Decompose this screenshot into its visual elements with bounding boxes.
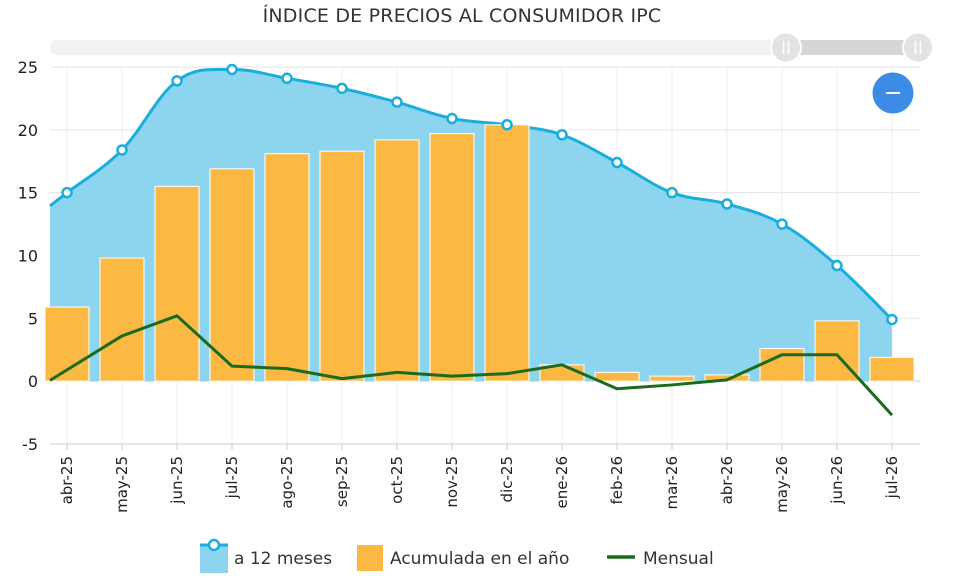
x-tick-label: abr-26 (718, 456, 736, 504)
chart-title: ÍNDICE DE PRECIOS AL CONSUMIDOR IPC (263, 4, 662, 27)
legend-item-acumulada[interactable]: Acumulada en el año (357, 545, 569, 571)
marker-sep-25 (336, 82, 348, 95)
navigator-left-handle[interactable] (770, 31, 802, 64)
x-tick-label: ago-25 (278, 456, 296, 509)
y-tick-label: 15 (18, 184, 38, 203)
legend-bar-swatch (357, 545, 383, 571)
bar-nov-25 (429, 133, 475, 382)
bar-sep-25 (319, 150, 365, 382)
x-tick-label: jul-26 (883, 456, 901, 499)
x-tick-label: jul-25 (223, 456, 241, 499)
range-navigator[interactable] (50, 31, 934, 64)
x-tick-label: sep-25 (333, 456, 351, 507)
x-tick-label: ene-26 (553, 456, 571, 508)
marker-jul-26 (886, 313, 898, 326)
navigator-right-handle[interactable] (902, 31, 934, 64)
y-tick-label: 25 (18, 58, 38, 77)
bar-jul-25 (209, 168, 255, 382)
bar-mar-26 (649, 375, 695, 382)
marker-abr-25 (61, 186, 73, 199)
x-tick-label: jun-26 (828, 456, 846, 505)
legend-label-acumulada: Acumulada en el año (390, 549, 569, 569)
bar-jul-26 (869, 356, 915, 382)
x-tick-label: abr-25 (58, 456, 76, 504)
x-tick-label: may-25 (113, 456, 131, 513)
bar-series-acumulada (44, 124, 915, 382)
marker-jul-25 (226, 63, 238, 76)
y-tick-label: 0 (28, 372, 38, 391)
y-tick-label: -5 (22, 435, 38, 454)
bar-feb-26 (594, 371, 640, 382)
line-series-mensual (49, 314, 894, 417)
navigator-selection[interactable] (786, 40, 920, 55)
bar-oct-25 (374, 139, 420, 382)
marker-ene-26 (556, 129, 568, 141)
marker-mar-26 (666, 186, 678, 199)
marker-may-26 (776, 218, 788, 230)
x-tick-label: nov-25 (443, 456, 461, 508)
x-tick-label: dic-25 (498, 456, 516, 502)
y-tick-label: 10 (18, 247, 38, 266)
marker-may-25 (116, 144, 128, 156)
legend-label-12-meses: a 12 meses (234, 549, 332, 569)
y-tick-label: 20 (18, 121, 38, 140)
mensual-line (49, 314, 894, 417)
legend: a 12 meses Acumulada en el año Mensual (200, 538, 714, 573)
legend-item-12-meses[interactable]: a 12 meses (200, 538, 332, 573)
x-tick-label: mar-26 (663, 456, 681, 510)
marker-ago-25 (281, 72, 293, 85)
legend-label-mensual: Mensual (643, 549, 714, 569)
x-axis: abr-25 may-25 jun-25 jul-25 ago-25 sep-25 oct-… (50, 443, 920, 513)
marker-dic-25 (501, 119, 513, 131)
bar-jun-25 (154, 185, 200, 382)
legend-marker-icon (207, 538, 221, 552)
x-tick-label: jun-25 (168, 456, 186, 505)
bar-ago-25 (264, 153, 310, 382)
marker-feb-26 (611, 156, 623, 169)
marker-nov-25 (446, 112, 458, 125)
y-axis: -5 0 5 10 15 20 25 (18, 58, 38, 454)
navigator-track (50, 40, 930, 55)
zoom-out-button[interactable] (872, 72, 914, 114)
x-tick-label: oct-25 (388, 456, 406, 504)
marker-jun-26 (831, 259, 843, 272)
marker-oct-25 (391, 96, 403, 108)
marker-abr-26 (721, 198, 733, 210)
legend-item-mensual[interactable]: Mensual (607, 549, 714, 569)
marker-jun-25 (171, 75, 183, 87)
area-series-markers (61, 63, 898, 326)
y-tick-label: 5 (28, 309, 38, 328)
bar-may-25 (99, 257, 145, 382)
x-tick-label: may-26 (773, 456, 791, 513)
x-tick-label: feb-26 (608, 456, 626, 505)
bar-dic-25 (484, 124, 530, 382)
